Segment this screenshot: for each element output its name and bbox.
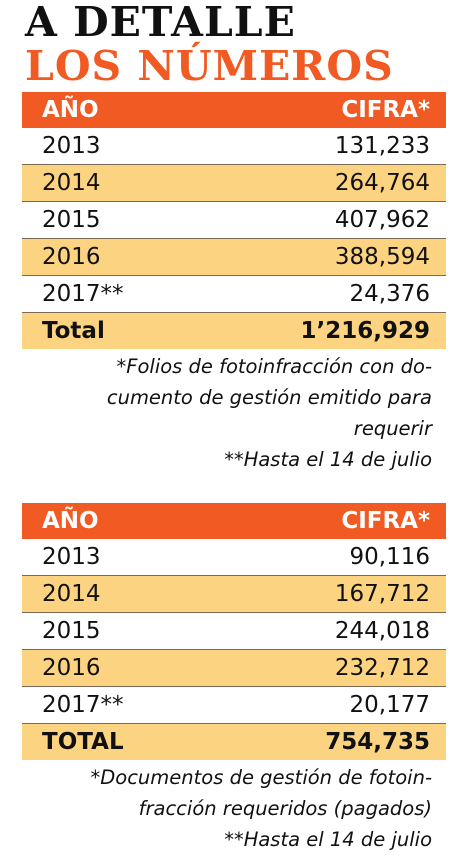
cell: TOTAL <box>42 729 124 755</box>
total-row: Total 1’216,929 <box>22 313 446 349</box>
cell: 2016 <box>42 244 101 270</box>
cell: 2016 <box>42 655 101 681</box>
cell: 754,735 <box>325 729 430 755</box>
cell: 167,712 <box>334 581 430 607</box>
cell: 1’216,929 <box>300 318 431 344</box>
data-row: 2014 167,712 <box>22 576 446 613</box>
cell: Total <box>42 318 105 344</box>
cell: 24,376 <box>349 281 430 307</box>
notes: *Folios de fotoinfracción con do-cumento… <box>22 351 446 475</box>
cell: 20,177 <box>349 692 430 718</box>
cell: 232,712 <box>334 655 430 681</box>
title-line: A DETALLE <box>25 0 296 46</box>
cell: 264,764 <box>334 170 430 196</box>
cell: 388,594 <box>334 244 430 270</box>
cell: 2015 <box>42 618 101 644</box>
note-line: requerir <box>353 417 432 440</box>
data-row: 2017** 24,376 <box>22 276 446 313</box>
total-row: TOTAL 754,735 <box>22 724 446 760</box>
cell: 131,233 <box>334 133 430 159</box>
data-row: 2014 264,764 <box>22 165 446 202</box>
data-row: 2013 90,116 <box>22 539 446 576</box>
note-line: cumento de gestión emitido para <box>106 386 432 409</box>
data-row: 2013 131,233 <box>22 128 446 165</box>
data-row: 2015 244,018 <box>22 613 446 650</box>
note-line: *Documentos de gestión de fotoin- <box>90 766 432 789</box>
cell: CIFRA* <box>341 508 430 534</box>
data-row: 2015 407,962 <box>22 202 446 239</box>
table: AÑO CIFRA* 2013 131,233 2014 264,764 2015 407,9… <box>22 92 446 475</box>
cell: 90,116 <box>349 544 430 570</box>
header-row: AÑO CIFRA* <box>22 92 446 128</box>
cell: AÑO <box>42 97 99 123</box>
table: AÑO CIFRA* 2013 90,116 2014 167,712 2015 244,01… <box>22 503 446 855</box>
note-line: **Hasta el 14 de julio <box>224 448 432 471</box>
cell: 2017** <box>42 281 124 307</box>
cell: 244,018 <box>334 618 430 644</box>
cell: 2015 <box>42 207 101 233</box>
cell: CIFRA* <box>341 97 430 123</box>
cell: 407,962 <box>334 207 430 233</box>
cell: 2013 <box>42 544 101 570</box>
data-row: 2017** 20,177 <box>22 687 446 724</box>
cell: 2017** <box>42 692 124 718</box>
cell: 2014 <box>42 170 101 196</box>
note-line: *Folios de fotoinfracción con do- <box>116 355 432 378</box>
notes: *Documentos de gestión de fotoin-fracció… <box>22 762 446 855</box>
data-row: 2016 388,594 <box>22 239 446 276</box>
data-row: 2016 232,712 <box>22 650 446 687</box>
title-line: LOS NÚMEROS <box>25 42 394 90</box>
cell: AÑO <box>42 508 99 534</box>
cell: 2013 <box>42 133 101 159</box>
cell: 2014 <box>42 581 101 607</box>
note-line: **Hasta el 14 de julio <box>224 828 432 851</box>
note-line: fracción requeridos (pagados) <box>138 797 432 820</box>
header-row: AÑO CIFRA* <box>22 503 446 539</box>
